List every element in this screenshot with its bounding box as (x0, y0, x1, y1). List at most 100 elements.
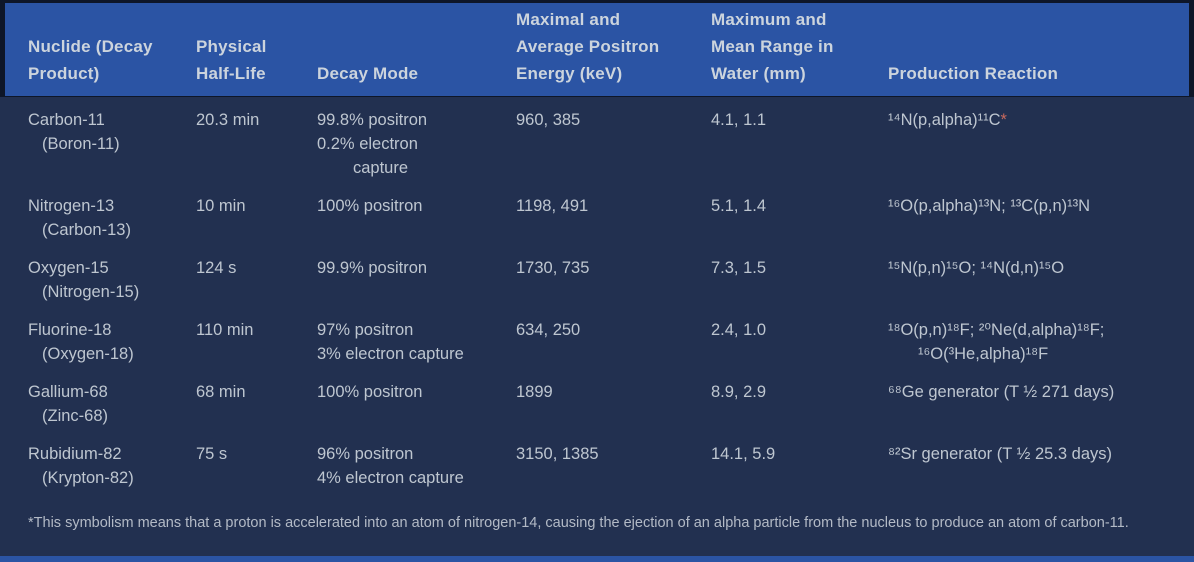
range-value: 5.1, 1.4 (711, 197, 767, 215)
cell-nuclide: Rubidium-82 (Krypton-82) (28, 442, 196, 490)
half-life-value: 68 min (196, 383, 246, 401)
header-label: Production Reaction (888, 64, 1059, 83)
table-row-fluorine-18: Fluorine-18 (Oxygen-18) 110 min 97% posi… (28, 318, 1186, 366)
cell-nuclide: Fluorine-18 (Oxygen-18) (28, 318, 196, 366)
cell-decay-mode: 100% positron (317, 380, 516, 428)
reaction-formula: ¹⁴N(p,alpha)¹¹C (888, 111, 1001, 129)
cell-energy: 634, 250 (516, 318, 711, 366)
range-value: 2.4, 1.0 (711, 321, 767, 339)
decay-product: (Krypton-82) (42, 469, 134, 487)
decay-mode-line: 99.8% positron (317, 111, 428, 129)
table-body: Carbon-11 (Boron-11) 20.3 min 99.8% posi… (0, 97, 1194, 490)
energy-value: 1198, 491 (516, 197, 589, 215)
nuclide-name: Fluorine-18 (28, 321, 112, 339)
header-label: Decay Mode (317, 64, 419, 83)
header-cell-reaction: Production Reaction (888, 60, 1181, 87)
decay-mode-line: 97% positron (317, 321, 414, 339)
range-value: 8.9, 2.9 (711, 383, 767, 401)
half-life-value: 110 min (196, 321, 254, 339)
reaction-formula: ⁸²Sr generator (T ½ 25.3 days) (888, 445, 1113, 463)
energy-value: 1899 (516, 383, 553, 401)
header-cell-range: Maximum and Mean Range in Water (mm) (711, 6, 888, 87)
header-label: Physical (196, 37, 267, 56)
reaction-formula: ¹⁵N(p,n)¹⁵O; ¹⁴N(d,n)¹⁵O (888, 259, 1065, 277)
bottom-rule (0, 556, 1194, 562)
cell-half-life: 124 s (196, 256, 317, 304)
decay-product: (Zinc-68) (42, 407, 109, 425)
cell-energy: 3150, 1385 (516, 442, 711, 490)
cell-half-life: 110 min (196, 318, 317, 366)
reaction-formula: ¹⁶O(³He,alpha)¹⁸F (918, 345, 1049, 363)
header-label: Water (mm) (711, 64, 806, 83)
table-footnote: *This symbolism means that a proton is a… (28, 515, 1129, 531)
cell-decay-mode: 97% positron 3% electron capture (317, 318, 516, 366)
half-life-value: 20.3 min (196, 111, 260, 129)
cell-range: 5.1, 1.4 (711, 194, 888, 242)
table-header-row: Nuclide (Decay Product) Physical Half-Li… (5, 3, 1189, 96)
table-row-nitrogen-13: Nitrogen-13 (Carbon-13) 10 min 100% posi… (28, 194, 1186, 242)
header-label: Product) (28, 64, 100, 83)
cell-reaction: ¹⁸O(p,n)¹⁸F; ²⁰Ne(d,alpha)¹⁸F; ¹⁶O(³He,a… (888, 318, 1186, 366)
energy-value: 1730, 735 (516, 259, 590, 277)
cell-energy: 1198, 491 (516, 194, 711, 242)
table-header-frame: Nuclide (Decay Product) Physical Half-Li… (0, 0, 1194, 97)
nuclide-name: Carbon-11 (28, 111, 105, 129)
cell-energy: 1899 (516, 380, 711, 428)
cell-decay-mode: 99.9% positron (317, 256, 516, 304)
half-life-value: 10 min (196, 197, 246, 215)
header-cell-energy: Maximal and Average Positron Energy (keV… (516, 6, 711, 87)
cell-half-life: 20.3 min (196, 108, 317, 180)
nuclide-name: Gallium-68 (28, 383, 108, 401)
reaction-formula: ¹⁸O(p,n)¹⁸F; ²⁰Ne(d,alpha)¹⁸F; (888, 321, 1105, 339)
reaction-formula: ⁶⁸Ge generator (T ½ 271 days) (888, 383, 1115, 401)
cell-reaction: ¹⁵N(p,n)¹⁵O; ¹⁴N(d,n)¹⁵O (888, 256, 1186, 304)
table-row-carbon-11: Carbon-11 (Boron-11) 20.3 min 99.8% posi… (28, 108, 1186, 180)
cell-range: 4.1, 1.1 (711, 108, 888, 180)
cell-half-life: 10 min (196, 194, 317, 242)
decay-product: (Carbon-13) (42, 221, 131, 239)
cell-nuclide: Nitrogen-13 (Carbon-13) (28, 194, 196, 242)
header-label: Average Positron (516, 37, 660, 56)
nuclide-name: Rubidium-82 (28, 445, 122, 463)
header-label: Nuclide (Decay (28, 37, 153, 56)
range-value: 4.1, 1.1 (711, 111, 767, 129)
header-label: Maximum and (711, 10, 827, 29)
half-life-value: 124 s (196, 259, 237, 277)
energy-value: 634, 250 (516, 321, 581, 339)
cell-reaction: ¹⁴N(p,alpha)¹¹C* (888, 108, 1186, 180)
cell-decay-mode: 96% positron 4% electron capture (317, 442, 516, 490)
cell-half-life: 68 min (196, 380, 317, 428)
table-row-gallium-68: Gallium-68 (Zinc-68) 68 min 100% positro… (28, 380, 1186, 428)
cell-range: 2.4, 1.0 (711, 318, 888, 366)
cell-decay-mode: 100% positron (317, 194, 516, 242)
cell-nuclide: Carbon-11 (Boron-11) (28, 108, 196, 180)
header-label: Half-Life (196, 64, 266, 83)
cell-range: 7.3, 1.5 (711, 256, 888, 304)
decay-product: (Boron-11) (42, 135, 120, 153)
decay-mode-line: 96% positron (317, 445, 414, 463)
range-value: 7.3, 1.5 (711, 259, 767, 277)
cell-half-life: 75 s (196, 442, 317, 490)
decay-mode-line: 3% electron capture (317, 345, 464, 363)
cell-energy: 1730, 735 (516, 256, 711, 304)
footnote-asterisk: * (1000, 111, 1007, 129)
decay-mode-line: 100% positron (317, 197, 423, 215)
half-life-value: 75 s (196, 445, 228, 463)
header-label: Maximal and (516, 10, 621, 29)
decay-mode-line: 99.9% positron (317, 259, 428, 277)
table-row-rubidium-82: Rubidium-82 (Krypton-82) 75 s 96% positr… (28, 442, 1186, 490)
nuclide-name: Nitrogen-13 (28, 197, 115, 215)
range-value: 14.1, 5.9 (711, 445, 776, 463)
decay-mode-line: capture (353, 159, 409, 177)
header-label: Energy (keV) (516, 64, 623, 83)
cell-reaction: ⁸²Sr generator (T ½ 25.3 days) (888, 442, 1186, 490)
cell-decay-mode: 99.8% positron 0.2% electron capture (317, 108, 516, 180)
decay-product: (Oxygen-18) (42, 345, 134, 363)
energy-value: 3150, 1385 (516, 445, 599, 463)
cell-range: 8.9, 2.9 (711, 380, 888, 428)
decay-product: (Nitrogen-15) (42, 283, 140, 301)
decay-mode-line: 100% positron (317, 383, 423, 401)
nuclide-name: Oxygen-15 (28, 259, 109, 277)
header-cell-nuclide: Nuclide (Decay Product) (28, 33, 196, 87)
